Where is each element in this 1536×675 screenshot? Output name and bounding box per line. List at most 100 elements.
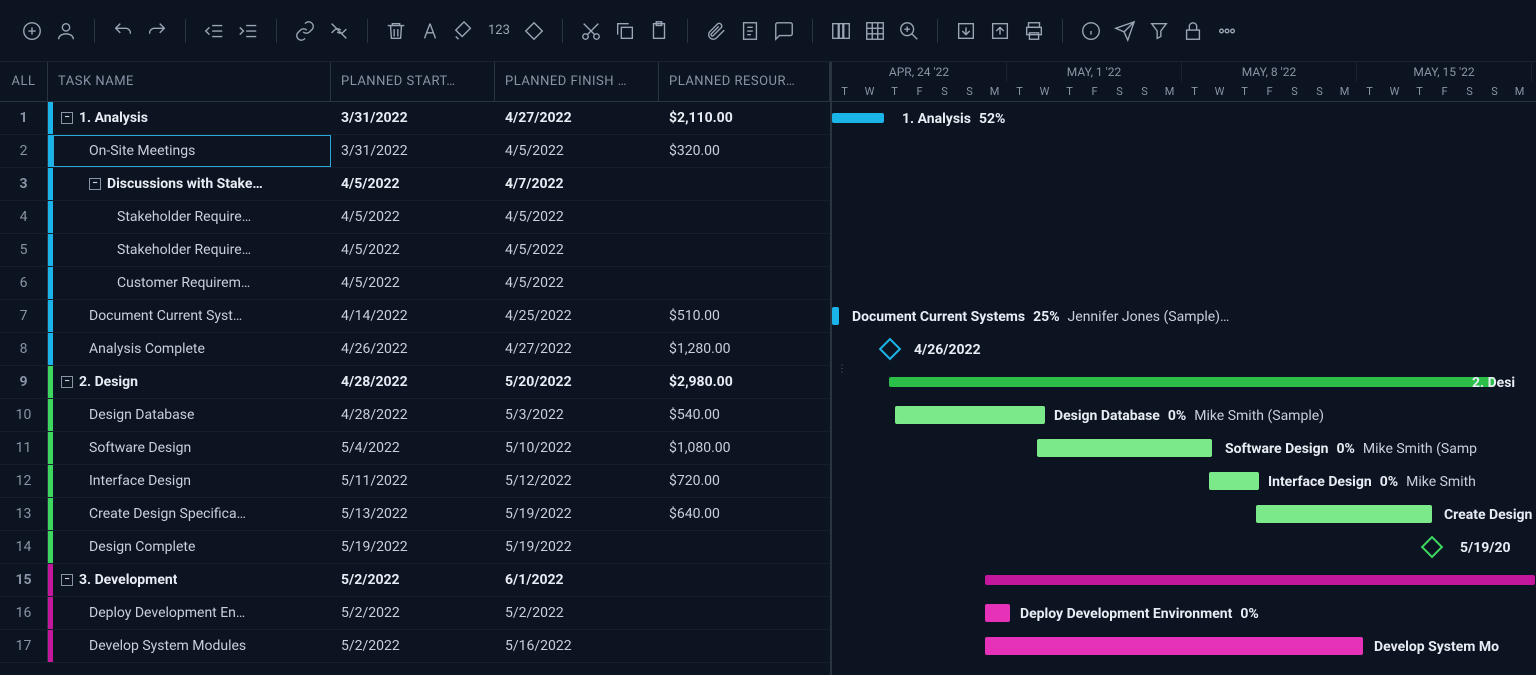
- undo-icon[interactable]: [109, 17, 137, 45]
- task-row[interactable]: 9−2. Design4/28/20225/20/2022$2,980.00: [0, 366, 830, 399]
- resource-cell[interactable]: $640.00: [659, 506, 830, 522]
- resource-cell[interactable]: $720.00: [659, 473, 830, 489]
- task-row[interactable]: 12Interface Design5/11/20225/12/2022$720…: [0, 465, 830, 498]
- start-cell[interactable]: 5/2/2022: [331, 638, 495, 654]
- start-cell[interactable]: 4/14/2022: [331, 308, 495, 324]
- finish-cell[interactable]: 4/27/2022: [495, 341, 659, 357]
- gantt-bar[interactable]: [832, 307, 839, 325]
- start-cell[interactable]: 4/5/2022: [331, 209, 495, 225]
- unlink-icon[interactable]: [325, 17, 353, 45]
- finish-cell[interactable]: 5/20/2022: [495, 374, 659, 390]
- task-name-cell[interactable]: −Discussions with Stake…: [53, 168, 331, 200]
- finish-cell[interactable]: 4/5/2022: [495, 143, 659, 159]
- paint-icon[interactable]: [450, 17, 478, 45]
- task-row[interactable]: 2On-Site Meetings3/31/20224/5/2022$320.0…: [0, 135, 830, 168]
- expander-icon[interactable]: −: [61, 376, 73, 388]
- task-name-cell[interactable]: Develop System Modules: [53, 630, 331, 662]
- start-cell[interactable]: 4/28/2022: [331, 374, 495, 390]
- gantt-bar[interactable]: [895, 406, 1045, 424]
- gantt-bar[interactable]: [985, 575, 1535, 585]
- filter-icon[interactable]: [1145, 17, 1173, 45]
- user-icon[interactable]: [52, 17, 80, 45]
- task-name-cell[interactable]: Design Complete: [53, 531, 331, 563]
- task-name-cell[interactable]: Customer Requirem…: [53, 267, 331, 299]
- task-row[interactable]: 5Stakeholder Require…4/5/20224/5/2022: [0, 234, 830, 267]
- start-cell[interactable]: 4/5/2022: [331, 275, 495, 291]
- attach-icon[interactable]: [702, 17, 730, 45]
- col-task[interactable]: TASK NAME: [48, 62, 331, 101]
- gantt-bar[interactable]: [832, 113, 884, 123]
- copy-icon[interactable]: [611, 17, 639, 45]
- add-icon[interactable]: [18, 17, 46, 45]
- start-cell[interactable]: 5/4/2022: [331, 440, 495, 456]
- grid-icon[interactable]: [861, 17, 889, 45]
- task-name-cell[interactable]: −3. Development: [53, 564, 331, 596]
- task-name-cell[interactable]: Stakeholder Require…: [53, 201, 331, 233]
- task-row[interactable]: 3−Discussions with Stake…4/5/20224/7/202…: [0, 168, 830, 201]
- resource-cell[interactable]: $1,280.00: [659, 341, 830, 357]
- task-row[interactable]: 1−1. Analysis3/31/20224/27/2022$2,110.00: [0, 102, 830, 135]
- col-res[interactable]: PLANNED RESOUR…: [659, 62, 830, 101]
- task-row[interactable]: 15−3. Development5/2/20226/1/2022: [0, 564, 830, 597]
- resource-cell[interactable]: $2,110.00: [659, 110, 830, 126]
- finish-cell[interactable]: 4/5/2022: [495, 242, 659, 258]
- finish-cell[interactable]: 5/19/2022: [495, 539, 659, 555]
- lock-icon[interactable]: [1179, 17, 1207, 45]
- send-icon[interactable]: [1111, 17, 1139, 45]
- col-start[interactable]: PLANNED START…: [331, 62, 495, 101]
- start-cell[interactable]: 5/19/2022: [331, 539, 495, 555]
- task-name-cell[interactable]: Design Database: [53, 399, 331, 431]
- columns-icon[interactable]: [827, 17, 855, 45]
- task-name-cell[interactable]: Create Design Specifica…: [53, 498, 331, 530]
- import-icon[interactable]: [952, 17, 980, 45]
- resource-cell[interactable]: $510.00: [659, 308, 830, 324]
- paste-icon[interactable]: [645, 17, 673, 45]
- task-row[interactable]: 14Design Complete5/19/20225/19/2022: [0, 531, 830, 564]
- finish-cell[interactable]: 5/12/2022: [495, 473, 659, 489]
- task-row[interactable]: 16Deploy Development En…5/2/20225/2/2022: [0, 597, 830, 630]
- task-row[interactable]: 10Design Database4/28/20225/3/2022$540.0…: [0, 399, 830, 432]
- col-finish[interactable]: PLANNED FINISH …: [495, 62, 659, 101]
- task-row[interactable]: 4Stakeholder Require…4/5/20224/5/2022: [0, 201, 830, 234]
- number-text[interactable]: 123: [484, 23, 514, 38]
- expander-icon[interactable]: −: [61, 574, 73, 586]
- task-name-cell[interactable]: Analysis Complete: [53, 333, 331, 365]
- shape-icon[interactable]: [520, 17, 548, 45]
- finish-cell[interactable]: 4/5/2022: [495, 275, 659, 291]
- start-cell[interactable]: 4/5/2022: [331, 242, 495, 258]
- task-name-cell[interactable]: −2. Design: [53, 366, 331, 398]
- finish-cell[interactable]: 6/1/2022: [495, 572, 659, 588]
- task-row[interactable]: 8Analysis Complete4/26/20224/27/2022$1,2…: [0, 333, 830, 366]
- print-icon[interactable]: [1020, 17, 1048, 45]
- start-cell[interactable]: 5/13/2022: [331, 506, 495, 522]
- gantt-bar[interactable]: [889, 377, 1495, 387]
- redo-icon[interactable]: [143, 17, 171, 45]
- link-icon[interactable]: [291, 17, 319, 45]
- note-icon[interactable]: [736, 17, 764, 45]
- resource-cell[interactable]: $2,980.00: [659, 374, 830, 390]
- expander-icon[interactable]: −: [89, 178, 101, 190]
- start-cell[interactable]: 4/28/2022: [331, 407, 495, 423]
- export-icon[interactable]: [986, 17, 1014, 45]
- start-cell[interactable]: 4/5/2022: [331, 176, 495, 192]
- task-name-cell[interactable]: Interface Design: [53, 465, 331, 497]
- task-name-cell[interactable]: −1. Analysis: [53, 102, 331, 134]
- start-cell[interactable]: 5/11/2022: [331, 473, 495, 489]
- start-cell[interactable]: 4/26/2022: [331, 341, 495, 357]
- finish-cell[interactable]: 5/19/2022: [495, 506, 659, 522]
- info-icon[interactable]: [1077, 17, 1105, 45]
- task-row[interactable]: 17Develop System Modules5/2/20225/16/202…: [0, 630, 830, 663]
- resource-cell[interactable]: $1,080.00: [659, 440, 830, 456]
- finish-cell[interactable]: 4/25/2022: [495, 308, 659, 324]
- finish-cell[interactable]: 5/10/2022: [495, 440, 659, 456]
- text-style-icon[interactable]: [416, 17, 444, 45]
- gantt-bar[interactable]: [985, 637, 1363, 655]
- start-cell[interactable]: 3/31/2022: [331, 110, 495, 126]
- col-all[interactable]: ALL: [0, 62, 48, 101]
- finish-cell[interactable]: 4/5/2022: [495, 209, 659, 225]
- gantt-bar[interactable]: [1256, 505, 1432, 523]
- task-name-cell[interactable]: On-Site Meetings: [53, 135, 331, 167]
- more-icon[interactable]: [1213, 17, 1241, 45]
- indent-icon[interactable]: [234, 17, 262, 45]
- finish-cell[interactable]: 5/2/2022: [495, 605, 659, 621]
